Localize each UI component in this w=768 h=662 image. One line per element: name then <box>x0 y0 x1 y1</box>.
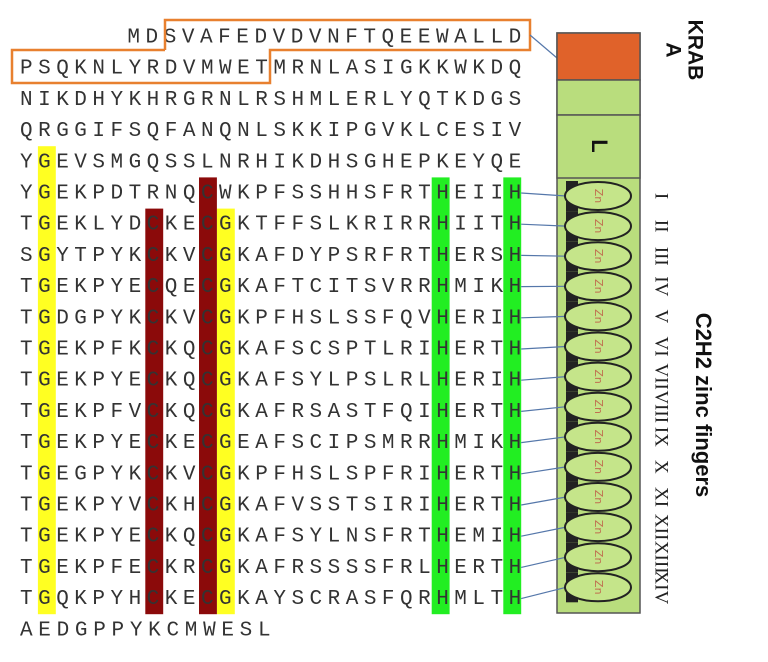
zinc-finger <box>564 181 632 211</box>
finger-numeral: XIII <box>651 541 672 574</box>
finger-zn: Zn <box>592 309 605 324</box>
zinc-finger <box>564 482 632 512</box>
sequence-line: TGDGPYKCKVCGKPFHSLSSFQVHERIH <box>20 307 521 330</box>
column-highlight <box>431 177 450 615</box>
sequence-line: MDSVAFEDVDVNFTQEEWALLD <box>127 27 521 50</box>
connector <box>521 376 567 381</box>
sequence-line: AEDGPPYKCMWESL <box>20 619 271 642</box>
zinc-finger <box>564 211 632 242</box>
connector <box>521 315 567 319</box>
connector <box>521 526 567 537</box>
linker-box <box>556 114 641 179</box>
zinc-finger <box>564 331 632 362</box>
finger-zn: Zn <box>592 399 605 414</box>
finger-numeral: III <box>651 247 672 266</box>
finger-numeral: X <box>651 460 672 474</box>
column-highlight <box>503 177 522 615</box>
connector <box>521 406 567 412</box>
finger-numeral: IV <box>651 276 672 296</box>
sequence-line: TGQKPYHCKECGKAYSCRASFQRHMLTH <box>20 588 521 611</box>
finger-numeral: XI <box>651 487 672 507</box>
connector <box>521 345 567 350</box>
sequence-line: TGEKPYECQECGKAFTCITSVRRHMIKH <box>20 276 521 299</box>
sequence-line: TGEKPYECKECGEAFSCIPSMRRHMIKH <box>20 432 521 455</box>
connector <box>521 223 567 227</box>
sequence-line: TGEKPYECKQCGKAFSYLNSFRTHEMIH <box>20 526 521 549</box>
finger-zn: Zn <box>592 460 605 475</box>
finger-zn: Zn <box>592 339 605 354</box>
finger-numeral: XII <box>651 514 672 540</box>
finger-numeral: IX <box>651 427 672 447</box>
krab-outline <box>10 18 532 85</box>
sequence-line: TGEKPYECKQCGKAFSYLPSLRLHERIH <box>20 370 521 393</box>
finger-numeral: I <box>651 193 672 199</box>
finger-numeral: VII <box>651 363 672 389</box>
connector <box>521 254 567 257</box>
sequence-line: TGEGPYKCKVCGKPFHSLSPFRIHERTH <box>20 463 521 486</box>
sequence-line: TGEKPFECKRCGKAFRSSSSFRLHERTH <box>20 557 521 580</box>
connector <box>521 556 567 568</box>
sequence-line: QRGGIFSQFANQNLSKKIPGVKLCESIV <box>20 120 522 143</box>
sequence-line: TGEKPFKCKQCGKAFSCSPTLRIHERTH <box>20 339 521 362</box>
finger-zn: Zn <box>592 189 605 204</box>
connector <box>521 192 567 197</box>
zinc-finger <box>564 391 632 422</box>
finger-zn: Zn <box>592 520 605 535</box>
connector <box>521 586 567 600</box>
sequence-line: SGYTPYKCKVCGKAFDYPSRFRTHERSH <box>20 245 521 268</box>
sequence-line: YGEKPDTRNQCWKPFSSHHSFRTHEIIH <box>20 183 521 206</box>
finger-zn: Zn <box>592 279 605 294</box>
connector <box>521 466 567 475</box>
zinc-finger <box>564 361 632 392</box>
sequence-line: YGEVSMGQSSLNRHIKDHSGHEPKEYQE <box>20 151 521 174</box>
column-highlight <box>216 208 235 615</box>
linker-label: L <box>587 139 612 152</box>
zinc-finger-label: C2H2 zinc fingers <box>691 313 716 498</box>
connector <box>521 496 567 506</box>
finger-zn: Zn <box>592 219 605 234</box>
connector <box>529 34 558 59</box>
sequence-line: NIKDHYKHRGRNLRSHMLERLYQTKDGS <box>20 89 521 112</box>
connector <box>521 436 567 444</box>
zinc-finger <box>564 271 632 302</box>
krab-label: KRAB <box>683 20 706 81</box>
finger-numeral: VI <box>651 336 672 356</box>
column-highlight <box>199 177 217 615</box>
finger-numeral: VIII <box>651 390 672 423</box>
krab-label-2: A <box>661 42 684 57</box>
zinc-finger <box>564 572 632 603</box>
finger-zn: Zn <box>592 430 605 445</box>
finger-zn: Zn <box>592 369 605 384</box>
sequence-line: TGEKPYVCKHCGKAFVSSTSIRIHERTH <box>20 495 521 518</box>
zinc-finger <box>564 241 632 272</box>
finger-column: Zn I Zn II Zn III Zn IV Zn V Zn VI Zn VII Zn VIII Zn IX Zn… <box>521 181 672 604</box>
finger-numeral: V <box>651 310 672 324</box>
zinc-finger <box>564 542 632 573</box>
zinc-finger <box>564 301 632 332</box>
krab-box <box>556 32 641 81</box>
zinc-finger <box>564 421 632 452</box>
finger-zn: Zn <box>592 490 605 505</box>
finger-numeral: II <box>651 220 672 233</box>
finger-zn: Zn <box>592 550 605 565</box>
highlights <box>37 146 522 615</box>
column-highlight <box>145 208 164 615</box>
finger-zn: Zn <box>592 249 605 264</box>
krab-b-box <box>556 79 641 116</box>
zinc-finger <box>564 451 632 482</box>
finger-zn: Zn <box>592 580 605 595</box>
sequence-line: TGEKPFVCKQCGKAFRSASTFQIHERTH <box>20 401 521 424</box>
zinc-finger <box>564 512 632 543</box>
finger-numeral: XIV <box>651 570 672 604</box>
sequence-line: TGEKLYDCKECGKTFFSLKRIRRHIITH <box>20 214 521 237</box>
column-highlight <box>37 146 56 615</box>
